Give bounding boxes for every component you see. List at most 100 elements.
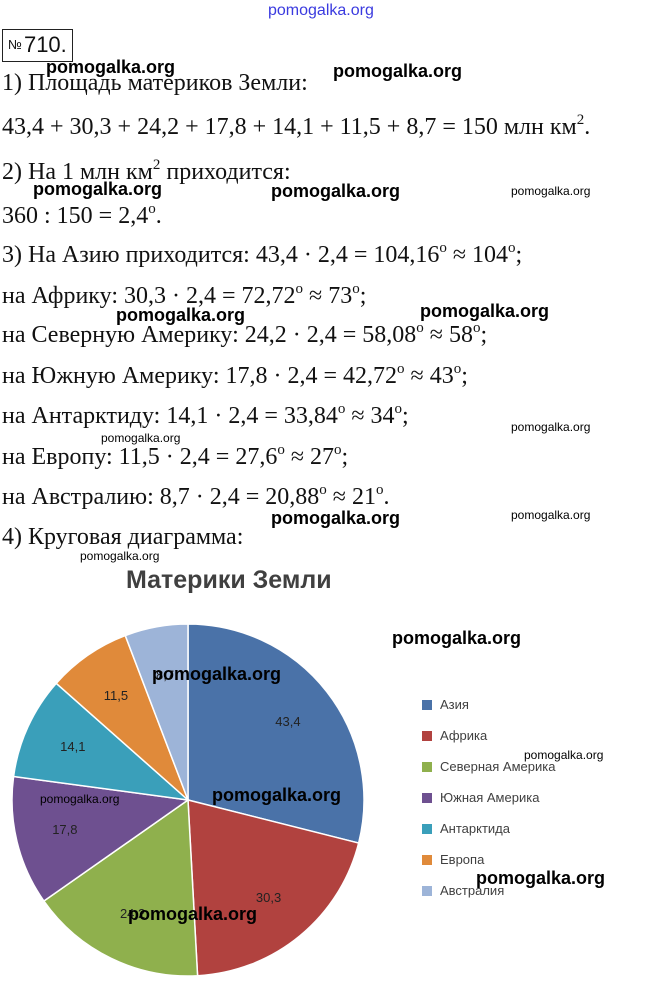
pie-slice <box>187 623 365 844</box>
legend-item: Южная Америка <box>422 790 539 805</box>
watermark: pomogalka.org <box>40 792 120 806</box>
legend-swatch <box>422 761 432 772</box>
legend-label: Антарктида <box>440 821 510 836</box>
watermark: pomogalka.org <box>524 748 604 762</box>
line-2-end: . <box>584 114 591 140</box>
line-9-s2: o <box>394 401 403 417</box>
legend-swatch <box>422 699 432 710</box>
legend-item: Азия <box>422 697 469 712</box>
pie-slice <box>124 623 189 801</box>
watermark: pomogalka.org <box>80 549 160 563</box>
watermark: pomogalka.org <box>333 61 463 81</box>
legend-swatch <box>422 792 432 803</box>
pie-slice-label: 24,2 <box>120 906 145 921</box>
line-7-b: ≈ 58 <box>423 322 473 348</box>
pie-slice <box>11 775 191 903</box>
watermark: pomogalka.org <box>511 508 591 522</box>
legend-swatch <box>422 730 432 741</box>
line-2: 43,4 + 30,3 + 24,2 + 17,8 + 14,1 + 11,5 … <box>2 112 590 142</box>
legend-label: Африка <box>440 728 488 743</box>
line-11-s2: o <box>375 482 384 498</box>
watermark-top: pomogalka.org <box>268 2 374 19</box>
legend-label: Азия <box>440 697 469 712</box>
line-11: на Австралию: 8,7 · 2,4 = 20,88o ≈ 21o. <box>2 482 389 512</box>
legend-label: Европа <box>440 852 485 867</box>
line-3-text: 2) На 1 млн км <box>2 159 153 185</box>
line-4-sup: o <box>148 201 156 217</box>
pie-slice-label: 17,8 <box>52 822 77 837</box>
watermark: pomogalka.org <box>271 181 401 201</box>
line-6-s1: o <box>295 281 304 297</box>
line-3-end: приходится: <box>160 159 291 185</box>
legend-swatch <box>422 823 432 834</box>
line-11-c: . <box>383 484 390 510</box>
watermark: pomogalka.org <box>392 628 522 648</box>
line-10-s1: o <box>277 442 285 458</box>
line-5-c: ; <box>515 242 523 268</box>
line-5-s2: o <box>508 240 516 256</box>
legend-label: Южная Америка <box>440 790 540 805</box>
line-10-s2: o <box>334 442 342 458</box>
line-6-b: ≈ 73 <box>303 283 353 309</box>
watermark: pomogalka.org <box>128 904 258 924</box>
legend-item: Европа <box>422 852 484 867</box>
line-9-s1: o <box>337 401 346 417</box>
watermark: pomogalka.org <box>420 301 550 321</box>
line-8-b: ≈ 43 <box>404 363 454 389</box>
line-2-text: 43,4 + 30,3 + 24,2 + 17,8 + 14,1 + 11,5 … <box>2 114 577 140</box>
line-7-s1: o <box>416 320 424 336</box>
line-11-a: на Австралию: 8,7 · 2,4 = 20,88 <box>2 484 320 510</box>
line-11-b: ≈ 21 <box>326 484 376 510</box>
line-12: 4) Круговая диаграмма: <box>2 524 244 550</box>
number-sign: № <box>8 37 22 52</box>
chart-title: Материки Земли <box>126 566 332 594</box>
pie-slice <box>42 798 199 977</box>
line-9: на Антарктиду: 14,1 · 2,4 = 33,84o ≈ 34o… <box>2 401 409 431</box>
line-9-c: ; <box>402 403 409 429</box>
line-5-b: ≈ 104 <box>446 242 509 268</box>
line-6-s2: o <box>352 281 360 297</box>
watermark: pomogalka.org <box>152 664 282 684</box>
line-10-c: ; <box>341 444 349 470</box>
line-7-a: на Северную Америку: 24,2 · 2,4 = 58,08 <box>2 322 417 348</box>
line-9-a: на Антарктиду: 14,1 · 2,4 = 33,84 <box>2 403 338 429</box>
line-7: на Северную Америку: 24,2 · 2,4 = 58,08o… <box>2 320 487 350</box>
watermark: pomogalka.org <box>116 305 246 325</box>
line-10-b: ≈ 27 <box>284 444 334 470</box>
line-8-a: на Южную Америку: 17,8 · 2,4 = 42,72 <box>2 363 398 389</box>
line-3: 2) На 1 млн км2 приходится: <box>2 157 291 187</box>
line-5-s1: o <box>439 240 447 256</box>
line-8-s1: o <box>397 361 405 377</box>
legend-item: Африка <box>422 728 487 743</box>
line-8-c: ; <box>461 363 468 389</box>
watermark: pomogalka.org <box>101 431 181 445</box>
line-4: 360 : 150 = 2,4o. <box>2 201 162 231</box>
pie-slice <box>12 682 191 802</box>
pie-slice-label: 30,3 <box>256 890 281 905</box>
line-10: на Европу: 11,5 · 2,4 = 27,6o ≈ 27o; <box>2 442 348 472</box>
line-11-s1: o <box>319 482 327 498</box>
line-4-end: . <box>155 203 162 229</box>
pie-slice-label: 11,5 <box>104 688 128 703</box>
line-5: 3) На Азию приходится: 43,4 · 2,4 = 104,… <box>2 240 522 270</box>
watermark: pomogalka.org <box>33 179 163 199</box>
line-8-s2: o <box>453 361 462 377</box>
watermark: pomogalka.org <box>46 57 176 77</box>
watermark: pomogalka.org <box>212 785 342 805</box>
line-5-a: 3) На Азию приходится: 43,4 · 2,4 = 104,… <box>2 242 440 268</box>
legend-swatch <box>422 885 432 896</box>
pie-slice-label: 14,1 <box>60 739 85 754</box>
pie-slice-label: 8,7 <box>156 667 174 682</box>
line-9-b: ≈ 34 <box>345 403 395 429</box>
watermark: pomogalka.org <box>511 420 591 434</box>
legend-item: Антарктида <box>422 821 510 836</box>
line-10-a: на Европу: 11,5 · 2,4 = 27,6 <box>2 444 278 470</box>
pie-slice-label: 43,4 <box>275 714 300 729</box>
problem-number: №710. <box>2 29 73 62</box>
line-7-c: ; <box>480 322 488 348</box>
line-3-sup: 2 <box>152 157 161 173</box>
line-1: 1) Площадь материков Земли: <box>2 70 308 96</box>
line-4-text: 360 : 150 = 2,4 <box>2 203 149 229</box>
line-6: на Африку: 30,3 · 2,4 = 72,72o ≈ 73o; <box>2 281 366 311</box>
line-6-a: на Африку: 30,3 · 2,4 = 72,72 <box>2 283 296 309</box>
